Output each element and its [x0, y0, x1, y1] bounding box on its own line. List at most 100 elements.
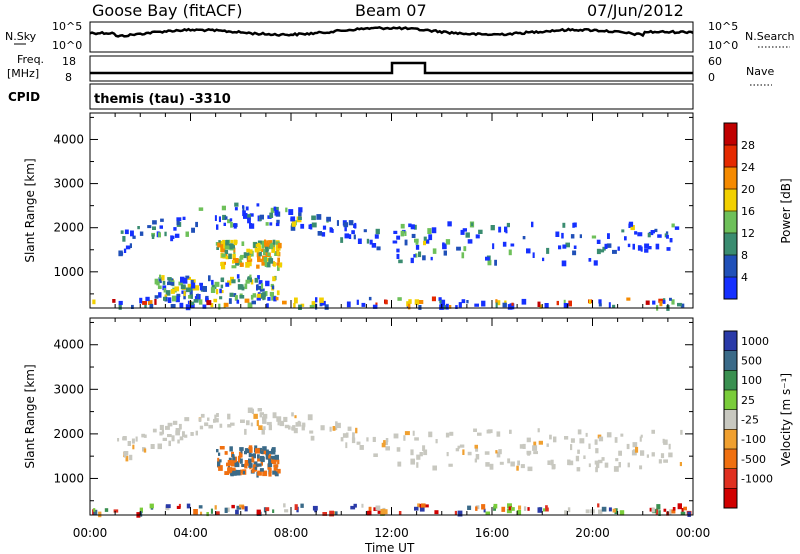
echo-cell	[258, 280, 263, 285]
echo-cell	[483, 508, 486, 513]
echo-cell	[568, 460, 574, 466]
echo-cell	[361, 503, 364, 508]
echo-cell	[216, 224, 219, 230]
echo-cell	[249, 274, 252, 278]
echo-cell	[231, 279, 236, 284]
echo-cell	[273, 467, 278, 471]
echo-cell	[665, 231, 669, 235]
echo-cell	[646, 454, 649, 458]
echo-cell	[266, 262, 271, 268]
echo-cell	[123, 451, 127, 458]
echo-cell	[221, 263, 226, 270]
echo-cell	[293, 427, 298, 434]
echo-cell	[239, 447, 244, 451]
echo-cell	[431, 296, 436, 302]
echo-cell	[185, 304, 191, 311]
colorbar-tick-label: 1000	[741, 335, 769, 348]
echo-cell	[457, 445, 461, 449]
echo-cell	[309, 304, 315, 309]
echo-cell	[410, 458, 415, 465]
echo-cell	[272, 470, 277, 475]
echo-cell	[240, 419, 245, 423]
echo-cell	[550, 459, 554, 466]
echo-cell	[413, 224, 417, 230]
echo-cell	[291, 412, 294, 417]
echo-cell	[462, 449, 465, 455]
echo-cell	[157, 285, 162, 289]
echo-cell	[322, 512, 327, 516]
echo-cell	[266, 240, 269, 245]
echo-cell	[677, 302, 682, 307]
echo-cell	[104, 508, 109, 512]
echo-cell	[322, 225, 327, 230]
echo-cell	[247, 276, 250, 280]
echo-cell	[294, 297, 298, 304]
echo-cell	[410, 257, 414, 264]
echo-cell	[174, 233, 180, 238]
echo-cell	[183, 290, 186, 297]
echo-cell	[208, 275, 211, 282]
echo-cell	[231, 504, 235, 509]
echo-cell	[254, 247, 260, 253]
echo-cell	[273, 296, 277, 302]
echo-cell	[663, 439, 668, 445]
echo-cell	[98, 511, 102, 518]
echo-cell	[187, 283, 193, 290]
echo-cell	[272, 239, 276, 245]
echo-cell	[291, 220, 296, 227]
echo-cell	[276, 290, 280, 296]
echo-cell	[539, 304, 543, 309]
echo-cell	[235, 261, 239, 266]
echo-cell	[165, 425, 170, 430]
echo-cell	[216, 246, 219, 250]
echo-cell	[598, 509, 603, 514]
echo-cell	[440, 299, 446, 306]
echo-cell	[253, 413, 258, 419]
echo-cell	[249, 223, 252, 229]
echo-cell	[257, 458, 262, 462]
echo-cell	[162, 280, 166, 285]
nsearch-label: N.Search	[745, 30, 795, 43]
echo-cell	[666, 234, 669, 239]
x-tick-label: 00:00	[73, 526, 108, 540]
echo-cell	[210, 287, 216, 293]
echo-cell	[265, 280, 270, 287]
echo-cell	[167, 434, 172, 438]
echo-cell	[347, 426, 352, 431]
echo-cell	[216, 413, 219, 418]
echo-cell	[384, 299, 388, 305]
echo-cell	[644, 248, 649, 253]
echo-cell	[490, 225, 495, 231]
echo-cell	[195, 221, 198, 228]
echo-cell	[612, 249, 617, 254]
echo-cell	[239, 262, 244, 267]
echo-cell	[526, 248, 531, 254]
echo-cell	[264, 239, 267, 246]
echo-cell	[355, 427, 358, 434]
echo-cell	[279, 420, 285, 427]
echo-cell	[276, 262, 280, 266]
echo-cell	[637, 245, 642, 251]
velocity-panel: 1000 2000 3000 4000 Slant Range [km]	[23, 317, 694, 518]
echo-cell	[256, 509, 261, 516]
echo-cell	[400, 230, 405, 237]
echo-cell	[232, 260, 235, 264]
echo-cell	[335, 421, 338, 428]
echo-cell	[236, 299, 240, 304]
echo-cell	[171, 295, 177, 302]
echo-cell	[458, 302, 462, 308]
echo-cell	[368, 296, 372, 301]
echo-cell	[423, 240, 426, 246]
echo-cell	[225, 255, 230, 260]
echo-cell	[171, 435, 175, 442]
echo-cell	[494, 259, 497, 266]
echo-cell	[604, 243, 608, 249]
echo-cell	[277, 459, 280, 465]
echo-cell	[255, 448, 260, 454]
echo-cell	[165, 504, 171, 509]
echo-cell	[259, 240, 265, 245]
echo-cell	[411, 233, 416, 238]
echo-cell	[596, 248, 601, 255]
colorbar-tick-label: 100	[741, 374, 762, 387]
